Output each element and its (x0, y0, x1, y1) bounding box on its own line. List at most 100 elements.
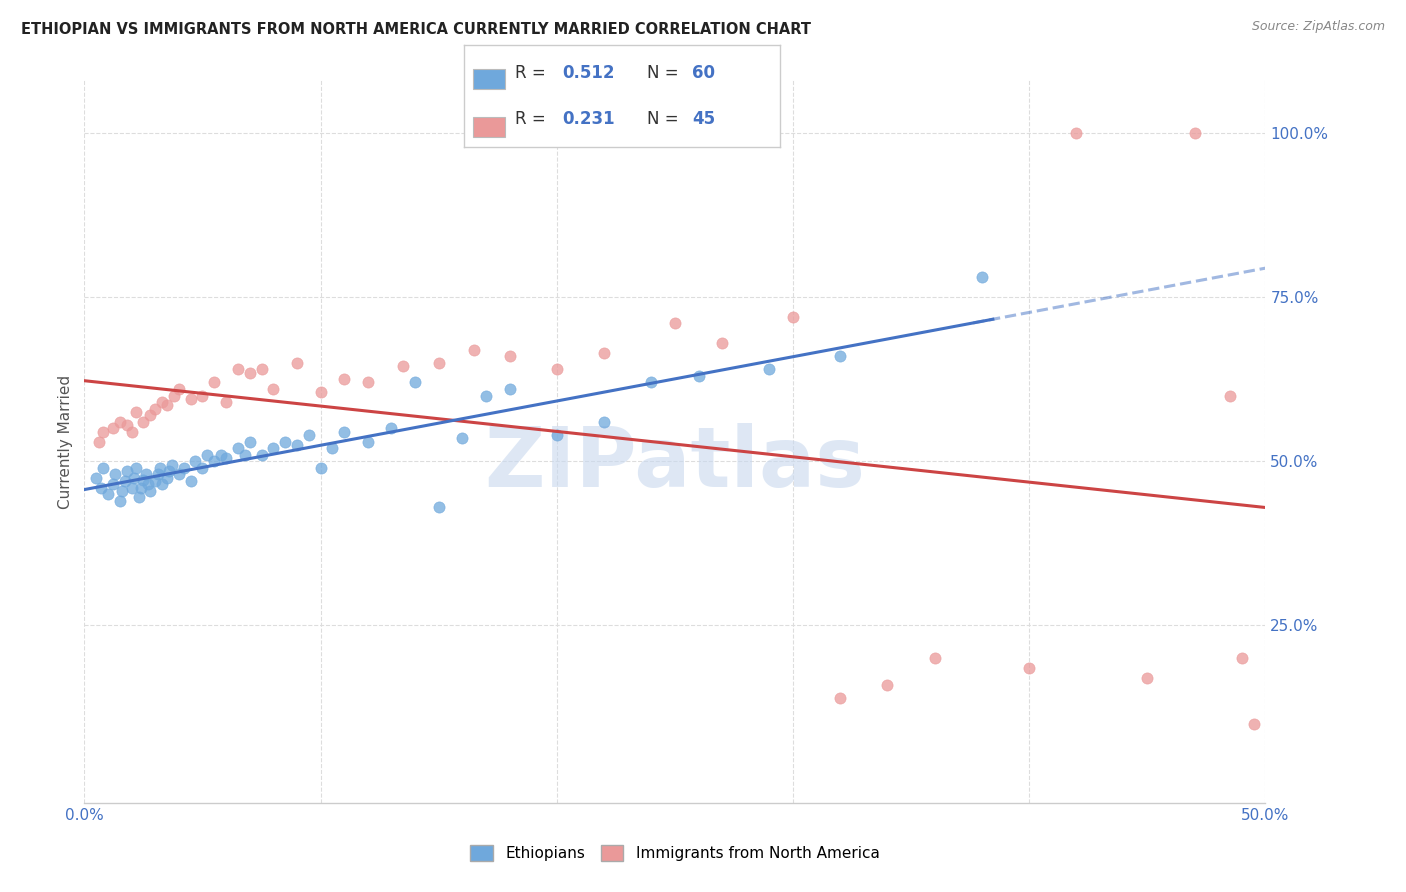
Text: N =: N = (647, 111, 685, 128)
Text: R =: R = (515, 64, 551, 82)
Bar (474, 69, 505, 88)
Text: N =: N = (647, 64, 685, 82)
Point (136, 477, 159, 491)
Point (309, 460, 332, 475)
Point (546, 362, 568, 376)
Point (150, 395, 173, 409)
Text: 0.231: 0.231 (562, 111, 614, 128)
Point (1184, 126, 1206, 140)
Point (87, 434, 110, 449)
Point (593, 415, 616, 429)
Point (285, 438, 308, 452)
Point (924, 651, 946, 665)
Point (121, 425, 143, 439)
Point (298, 428, 321, 442)
Point (132, 473, 155, 487)
Point (160, 458, 183, 472)
Point (132, 415, 155, 429)
Text: ZIPatlas: ZIPatlas (485, 423, 865, 504)
Point (1230, 651, 1253, 665)
Point (101, 477, 124, 491)
Point (239, 366, 262, 380)
Point (262, 382, 284, 396)
Bar (474, 117, 505, 137)
Point (149, 460, 172, 475)
Point (191, 388, 214, 402)
Point (180, 392, 202, 406)
Point (321, 441, 343, 455)
Point (167, 382, 190, 396)
Point (125, 460, 148, 475)
Point (139, 483, 162, 498)
Text: 0.512: 0.512 (562, 64, 614, 82)
Point (451, 431, 474, 445)
Point (135, 467, 157, 482)
Point (970, 270, 993, 285)
Point (209, 448, 232, 462)
Point (333, 372, 356, 386)
Point (380, 421, 402, 435)
Text: R =: R = (515, 111, 551, 128)
Point (143, 474, 166, 488)
Point (139, 409, 162, 423)
Point (593, 346, 616, 360)
Point (239, 434, 262, 449)
Point (427, 500, 450, 515)
Point (357, 434, 380, 449)
Point (463, 343, 485, 357)
Point (91, 425, 114, 439)
Point (1066, 126, 1088, 140)
Point (498, 382, 520, 396)
Point (91, 460, 114, 475)
Point (122, 471, 145, 485)
Point (156, 471, 179, 485)
Legend: Ethiopians, Immigrants from North America: Ethiopians, Immigrants from North Americ… (464, 839, 886, 867)
Point (250, 448, 273, 462)
Point (115, 464, 138, 478)
Point (215, 395, 238, 409)
Point (250, 362, 273, 376)
Point (782, 310, 804, 324)
Point (163, 388, 186, 402)
Point (830, 349, 852, 363)
Point (309, 385, 332, 400)
Point (688, 368, 710, 383)
Point (129, 481, 152, 495)
Point (546, 428, 568, 442)
Point (108, 493, 131, 508)
Point (498, 349, 520, 363)
Point (173, 460, 195, 475)
Text: 60: 60 (692, 64, 714, 82)
Point (167, 467, 190, 482)
Point (157, 464, 180, 478)
Point (146, 467, 169, 482)
Point (392, 359, 415, 373)
Point (84, 471, 107, 485)
Text: 45: 45 (692, 111, 714, 128)
Point (125, 405, 148, 419)
Point (711, 336, 734, 351)
Point (830, 690, 852, 705)
Point (664, 316, 686, 330)
Point (114, 474, 136, 488)
Point (90, 481, 112, 495)
Point (475, 388, 498, 402)
Point (1136, 671, 1159, 685)
Text: ETHIOPIAN VS IMMIGRANTS FROM NORTH AMERICA CURRENTLY MARRIED CORRELATION CHART: ETHIOPIAN VS IMMIGRANTS FROM NORTH AMERI… (21, 22, 811, 37)
Point (108, 415, 131, 429)
Point (115, 418, 138, 433)
Point (202, 376, 225, 390)
Point (758, 362, 780, 376)
Point (195, 448, 218, 462)
Point (274, 434, 297, 449)
Point (143, 401, 166, 416)
Point (427, 356, 450, 370)
Point (876, 677, 898, 691)
Point (226, 362, 249, 376)
Point (184, 454, 207, 468)
Point (191, 460, 214, 475)
Point (262, 441, 284, 455)
Point (333, 425, 356, 439)
Point (111, 483, 134, 498)
Point (640, 376, 662, 390)
